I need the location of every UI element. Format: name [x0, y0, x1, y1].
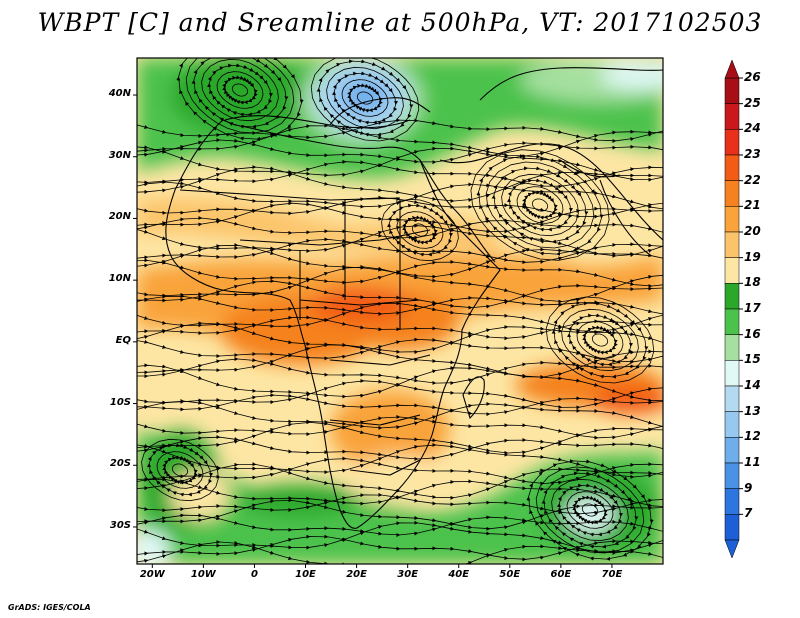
lon-tick-label: 30E — [397, 569, 419, 580]
streamline — [176, 58, 304, 141]
streamline — [526, 459, 654, 561]
colorbar-label: 26 — [744, 70, 761, 84]
colorbar-swatch — [724, 206, 740, 233]
colorbar-swatch — [724, 154, 740, 181]
streamline — [146, 443, 214, 497]
colorbar-label: 18 — [744, 275, 761, 290]
colorbar-label: 22 — [744, 172, 761, 187]
grads-credit: GrADS: IGES/COLA — [8, 603, 91, 612]
colorbar-swatch — [724, 283, 740, 310]
lat-tick-label: 10S — [109, 396, 131, 408]
colorbar-swatch — [724, 257, 740, 284]
colorbar-swatch — [724, 488, 740, 515]
colorbar-swatch — [724, 462, 740, 489]
lat-tick-label: 30S — [109, 519, 131, 531]
streamline — [310, 58, 420, 142]
colorbar-label: 24 — [744, 121, 761, 136]
lon-tick-label: 0 — [250, 569, 258, 580]
lon-tick-label: 70E — [601, 569, 623, 580]
streamline — [316, 59, 414, 137]
streamline — [381, 198, 459, 262]
lat-tick-label: EQ — [115, 334, 131, 346]
lon-tick-label: 60E — [550, 569, 572, 580]
colorbar-label: 9 — [744, 480, 753, 495]
colorbar-swatch — [724, 411, 740, 438]
colorbar-label: 25 — [744, 95, 761, 110]
colorbar-swatch — [724, 77, 740, 104]
axis-ticks — [133, 94, 613, 568]
colorbar-label: 21 — [744, 198, 761, 213]
colorbar — [724, 59, 743, 559]
lat-tick-label: 30N — [108, 149, 131, 161]
lon-tick-label: 10E — [295, 569, 316, 580]
lon-tick-label: 40E — [448, 569, 470, 580]
streamline — [476, 154, 604, 256]
lon-tick-label: 20W — [139, 569, 165, 580]
streamline — [386, 203, 454, 257]
streamline — [141, 438, 219, 502]
colorbar-swatch — [724, 231, 740, 258]
colorbar-bottom-arrow — [724, 539, 740, 559]
colorbar-swatch — [724, 334, 740, 361]
lat-tick-label: 40N — [108, 88, 131, 100]
lon-tick-label: 10W — [190, 569, 216, 580]
colorbar-swatch — [724, 385, 740, 412]
colorbar-label: 19 — [744, 249, 761, 264]
colorbar-label: 11 — [744, 455, 761, 469]
colorbar-label: 15 — [744, 352, 761, 367]
colorbar-swatch — [724, 437, 740, 464]
streamline — [545, 296, 655, 384]
colorbar-swatch — [724, 129, 740, 156]
streamlines — [137, 58, 663, 564]
colorbar-label: 23 — [744, 147, 761, 161]
lat-tick-label: 10N — [108, 273, 131, 285]
colorbar-label: 14 — [744, 378, 761, 392]
colorbar-label: 16 — [744, 326, 761, 341]
map-title: WBPT [C] and Sreamline at 500hPa, VT: 20… — [37, 8, 763, 37]
streamline — [551, 301, 649, 379]
plot-frame — [136, 57, 664, 565]
colorbar-label: 7 — [744, 506, 753, 521]
colorbar-swatch — [724, 180, 740, 207]
colorbar-label: 13 — [744, 403, 761, 418]
lon-tick-label: 50E — [499, 569, 521, 580]
streamline — [470, 149, 610, 261]
colorbar-top-arrow — [724, 59, 740, 79]
colorbar-label: 20 — [744, 224, 761, 238]
colorbar-label: 17 — [744, 301, 761, 315]
colorbar-swatch — [724, 514, 740, 541]
colorbar-swatch — [724, 308, 740, 335]
lon-tick-label: 20E — [346, 569, 367, 580]
colorbar-label: 12 — [744, 429, 761, 444]
lat-tick-label: 20S — [109, 458, 131, 470]
lat-tick-label: 20N — [108, 211, 131, 223]
colorbar-swatch — [724, 360, 740, 387]
colorbar-swatch — [724, 103, 740, 130]
